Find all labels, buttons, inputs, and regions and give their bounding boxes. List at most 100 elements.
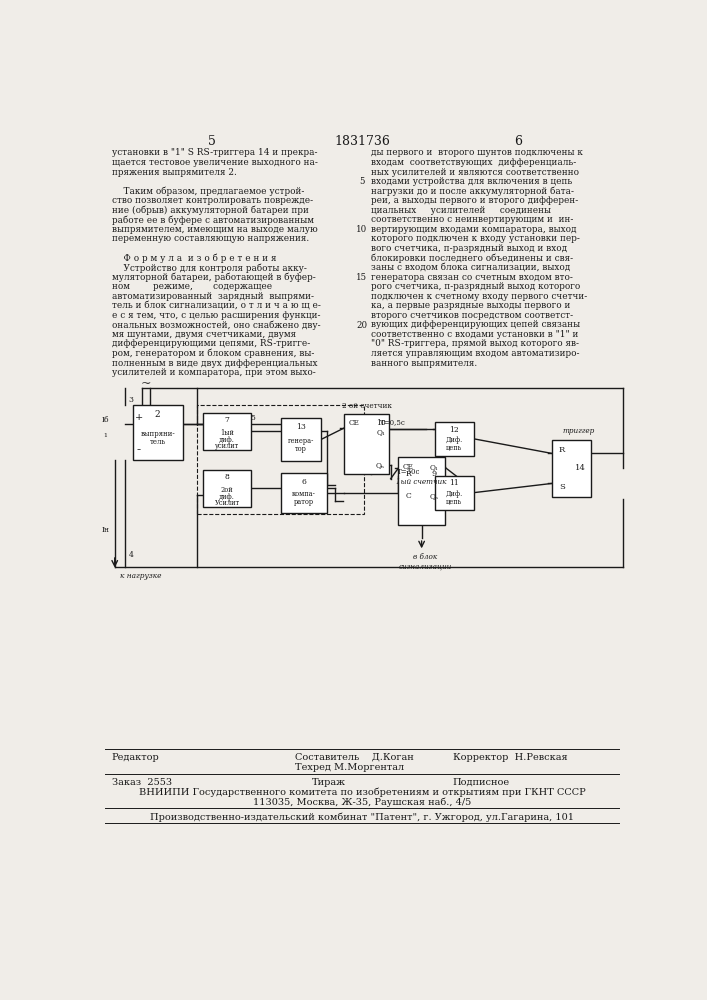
Text: 1ый: 1ый <box>220 429 234 437</box>
Text: 5: 5 <box>250 414 255 422</box>
Bar <box>197 405 363 514</box>
Text: 2: 2 <box>155 410 160 419</box>
Text: Редактор: Редактор <box>112 753 159 762</box>
Text: генератора связан со счетным входом вто-: генератора связан со счетным входом вто- <box>371 273 573 282</box>
Text: 6: 6 <box>301 478 306 486</box>
Text: ных усилителей и являются соответственно: ных усилителей и являются соответственно <box>371 168 579 177</box>
Bar <box>203 470 251 507</box>
Bar <box>203 413 251 450</box>
Text: сигнализации: сигнализации <box>399 563 452 571</box>
Text: блокировки последнего объединены и свя-: блокировки последнего объединены и свя- <box>371 254 573 263</box>
Text: 113035, Москва, Ж-35, Раушская наб., 4/5: 113035, Москва, Ж-35, Раушская наб., 4/5 <box>253 798 471 807</box>
Text: ром, генератором и блоком сравнения, вы-: ром, генератором и блоком сравнения, вы- <box>112 349 314 358</box>
Text: T=30с: T=30с <box>397 468 420 476</box>
Bar <box>552 440 590 497</box>
Text: 1831736: 1831736 <box>334 135 390 148</box>
Text: Диф.: Диф. <box>445 436 463 444</box>
Text: пряжения выпрямителя 2.: пряжения выпрямителя 2. <box>112 168 237 177</box>
Text: генера-: генера- <box>288 437 314 445</box>
Text: Подписное: Подписное <box>452 778 510 787</box>
Text: ~: ~ <box>141 377 151 390</box>
Text: диф.: диф. <box>219 493 235 501</box>
Text: 5: 5 <box>209 135 216 148</box>
Text: R: R <box>559 446 565 454</box>
Text: 12: 12 <box>450 426 459 434</box>
Text: циальных     усилителей     соединены: циальных усилителей соединены <box>371 206 551 215</box>
Text: е с я тем, что, с целью расширения функци-: е с я тем, что, с целью расширения функц… <box>112 311 320 320</box>
Bar <box>435 422 474 456</box>
Text: Q₁: Q₁ <box>430 463 438 471</box>
Text: переменную составляющую напряжения.: переменную составляющую напряжения. <box>112 234 309 243</box>
Text: ляется управляющим входом автоматизиро-: ляется управляющим входом автоматизиро- <box>371 349 580 358</box>
Text: дифференцирующими цепями, RS-тригге-: дифференцирующими цепями, RS-тригге- <box>112 339 310 348</box>
Text: усилит: усилит <box>215 442 239 450</box>
Text: триггер: триггер <box>563 427 595 435</box>
Text: 11: 11 <box>450 479 459 487</box>
Text: Устройство для контроля работы акку-: Устройство для контроля работы акку- <box>112 263 307 273</box>
Text: Ф о р м у л а  и з о б р е т е н и я: Ф о р м у л а и з о б р е т е н и я <box>112 254 276 263</box>
Text: входами устройства для включения в цепь: входами устройства для включения в цепь <box>371 177 573 186</box>
Text: ном        режиме,       содержащее: ном режиме, содержащее <box>112 282 271 291</box>
Text: рого счетчика, п-разрядный выход которого: рого счетчика, п-разрядный выход которог… <box>371 282 580 291</box>
Text: установки в "1" S RS-триггера 14 и прекра-: установки в "1" S RS-триггера 14 и прекр… <box>112 148 317 157</box>
Text: ВНИИПИ Государственного комитета по изобретениям и открытиям при ГКНТ СССР: ВНИИПИ Государственного комитета по изоб… <box>139 788 585 797</box>
Text: 2ой: 2ой <box>221 486 233 494</box>
Text: C: C <box>406 492 411 500</box>
Text: 2 ой счетчик: 2 ой счетчик <box>341 402 392 410</box>
Text: +: + <box>134 413 143 422</box>
Text: тель: тель <box>150 438 166 446</box>
Text: ды первого и  второго шунтов подключены к: ды первого и второго шунтов подключены к <box>371 148 583 157</box>
Text: подключен к счетному входу первого счетчи-: подключен к счетному входу первого счетч… <box>371 292 588 301</box>
Text: Iн: Iн <box>101 526 110 534</box>
Text: "0" RS-триггера, прямой выход которого яв-: "0" RS-триггера, прямой выход которого я… <box>371 339 579 348</box>
Bar <box>132 405 183 460</box>
Text: T=0,5с: T=0,5с <box>380 418 406 426</box>
Text: CE: CE <box>403 463 414 471</box>
Text: Qₙ: Qₙ <box>429 492 438 500</box>
Text: муляторной батареи, работающей в буфер-: муляторной батареи, работающей в буфер- <box>112 273 315 282</box>
Text: Заказ  2553: Заказ 2553 <box>112 778 172 787</box>
Text: 5: 5 <box>359 177 365 186</box>
Bar <box>398 457 445 525</box>
Text: ние (обрыв) аккумуляторной батареи при: ние (обрыв) аккумуляторной батареи при <box>112 206 308 215</box>
Text: 10: 10 <box>375 419 385 427</box>
Text: Qₙ: Qₙ <box>376 461 385 469</box>
Text: компа-: компа- <box>292 490 316 498</box>
Text: 7: 7 <box>225 416 230 424</box>
Text: соответственно с входами установки в "1" и: соответственно с входами установки в "1"… <box>371 330 578 339</box>
Text: тель и блок сигнализации, о т л и ч а ю щ е-: тель и блок сигнализации, о т л и ч а ю … <box>112 301 320 310</box>
Text: соответственно с неинвертирующим и  ин-: соответственно с неинвертирующим и ин- <box>371 215 573 224</box>
Text: ка, а первые разрядные выходы первого и: ка, а первые разрядные выходы первого и <box>371 301 571 310</box>
Text: Q₁: Q₁ <box>376 428 385 436</box>
Text: Корректор  Н.Ревская: Корректор Н.Ревская <box>452 753 567 762</box>
Text: CE: CE <box>349 419 360 427</box>
Text: Iб: Iб <box>102 416 110 424</box>
Text: Таким образом, предлагаемое устрой-: Таким образом, предлагаемое устрой- <box>112 187 304 196</box>
Text: выпряни-: выпряни- <box>141 430 175 438</box>
Text: 8: 8 <box>225 473 230 481</box>
Text: 1ый счетчик: 1ый счетчик <box>397 478 447 486</box>
Text: 10: 10 <box>356 225 368 234</box>
Text: Усилит: Усилит <box>214 499 240 507</box>
Text: вертирующим входами компаратора, выход: вертирующим входами компаратора, выход <box>371 225 577 234</box>
Text: 6: 6 <box>515 135 522 148</box>
Text: нагрузки до и после аккумуляторной бата-: нагрузки до и после аккумуляторной бата- <box>371 187 574 196</box>
Text: реи, а выходы первого и второго дифферен-: реи, а выходы первого и второго дифферен… <box>371 196 578 205</box>
Text: 9: 9 <box>431 470 437 478</box>
Text: вующих дифференцирующих цепей связаны: вующих дифференцирующих цепей связаны <box>371 320 580 329</box>
Bar <box>344 414 389 474</box>
Text: усилителей и компаратора, при этом выхо-: усилителей и компаратора, при этом выхо- <box>112 368 315 377</box>
Text: вого счетчика, п-разрядный выход и вход: вого счетчика, п-разрядный выход и вход <box>371 244 568 253</box>
Text: -: - <box>136 443 141 456</box>
Text: ратор: ратор <box>294 498 314 506</box>
Text: Тираж: Тираж <box>312 778 346 787</box>
Text: цепь: цепь <box>446 444 462 452</box>
Text: которого подключен к входу установки пер-: которого подключен к входу установки пер… <box>371 234 580 243</box>
Text: входам  соответствующих  дифференциаль-: входам соответствующих дифференциаль- <box>371 158 576 167</box>
Text: автоматизированный  зарядный  выпрями-: автоматизированный зарядный выпрями- <box>112 292 314 301</box>
Text: к нагрузке: к нагрузке <box>119 572 161 580</box>
Bar <box>435 476 474 510</box>
Text: заны с входом блока сигнализации, выход: заны с входом блока сигнализации, выход <box>371 263 571 272</box>
Bar <box>281 418 321 461</box>
Text: 1: 1 <box>103 433 107 438</box>
